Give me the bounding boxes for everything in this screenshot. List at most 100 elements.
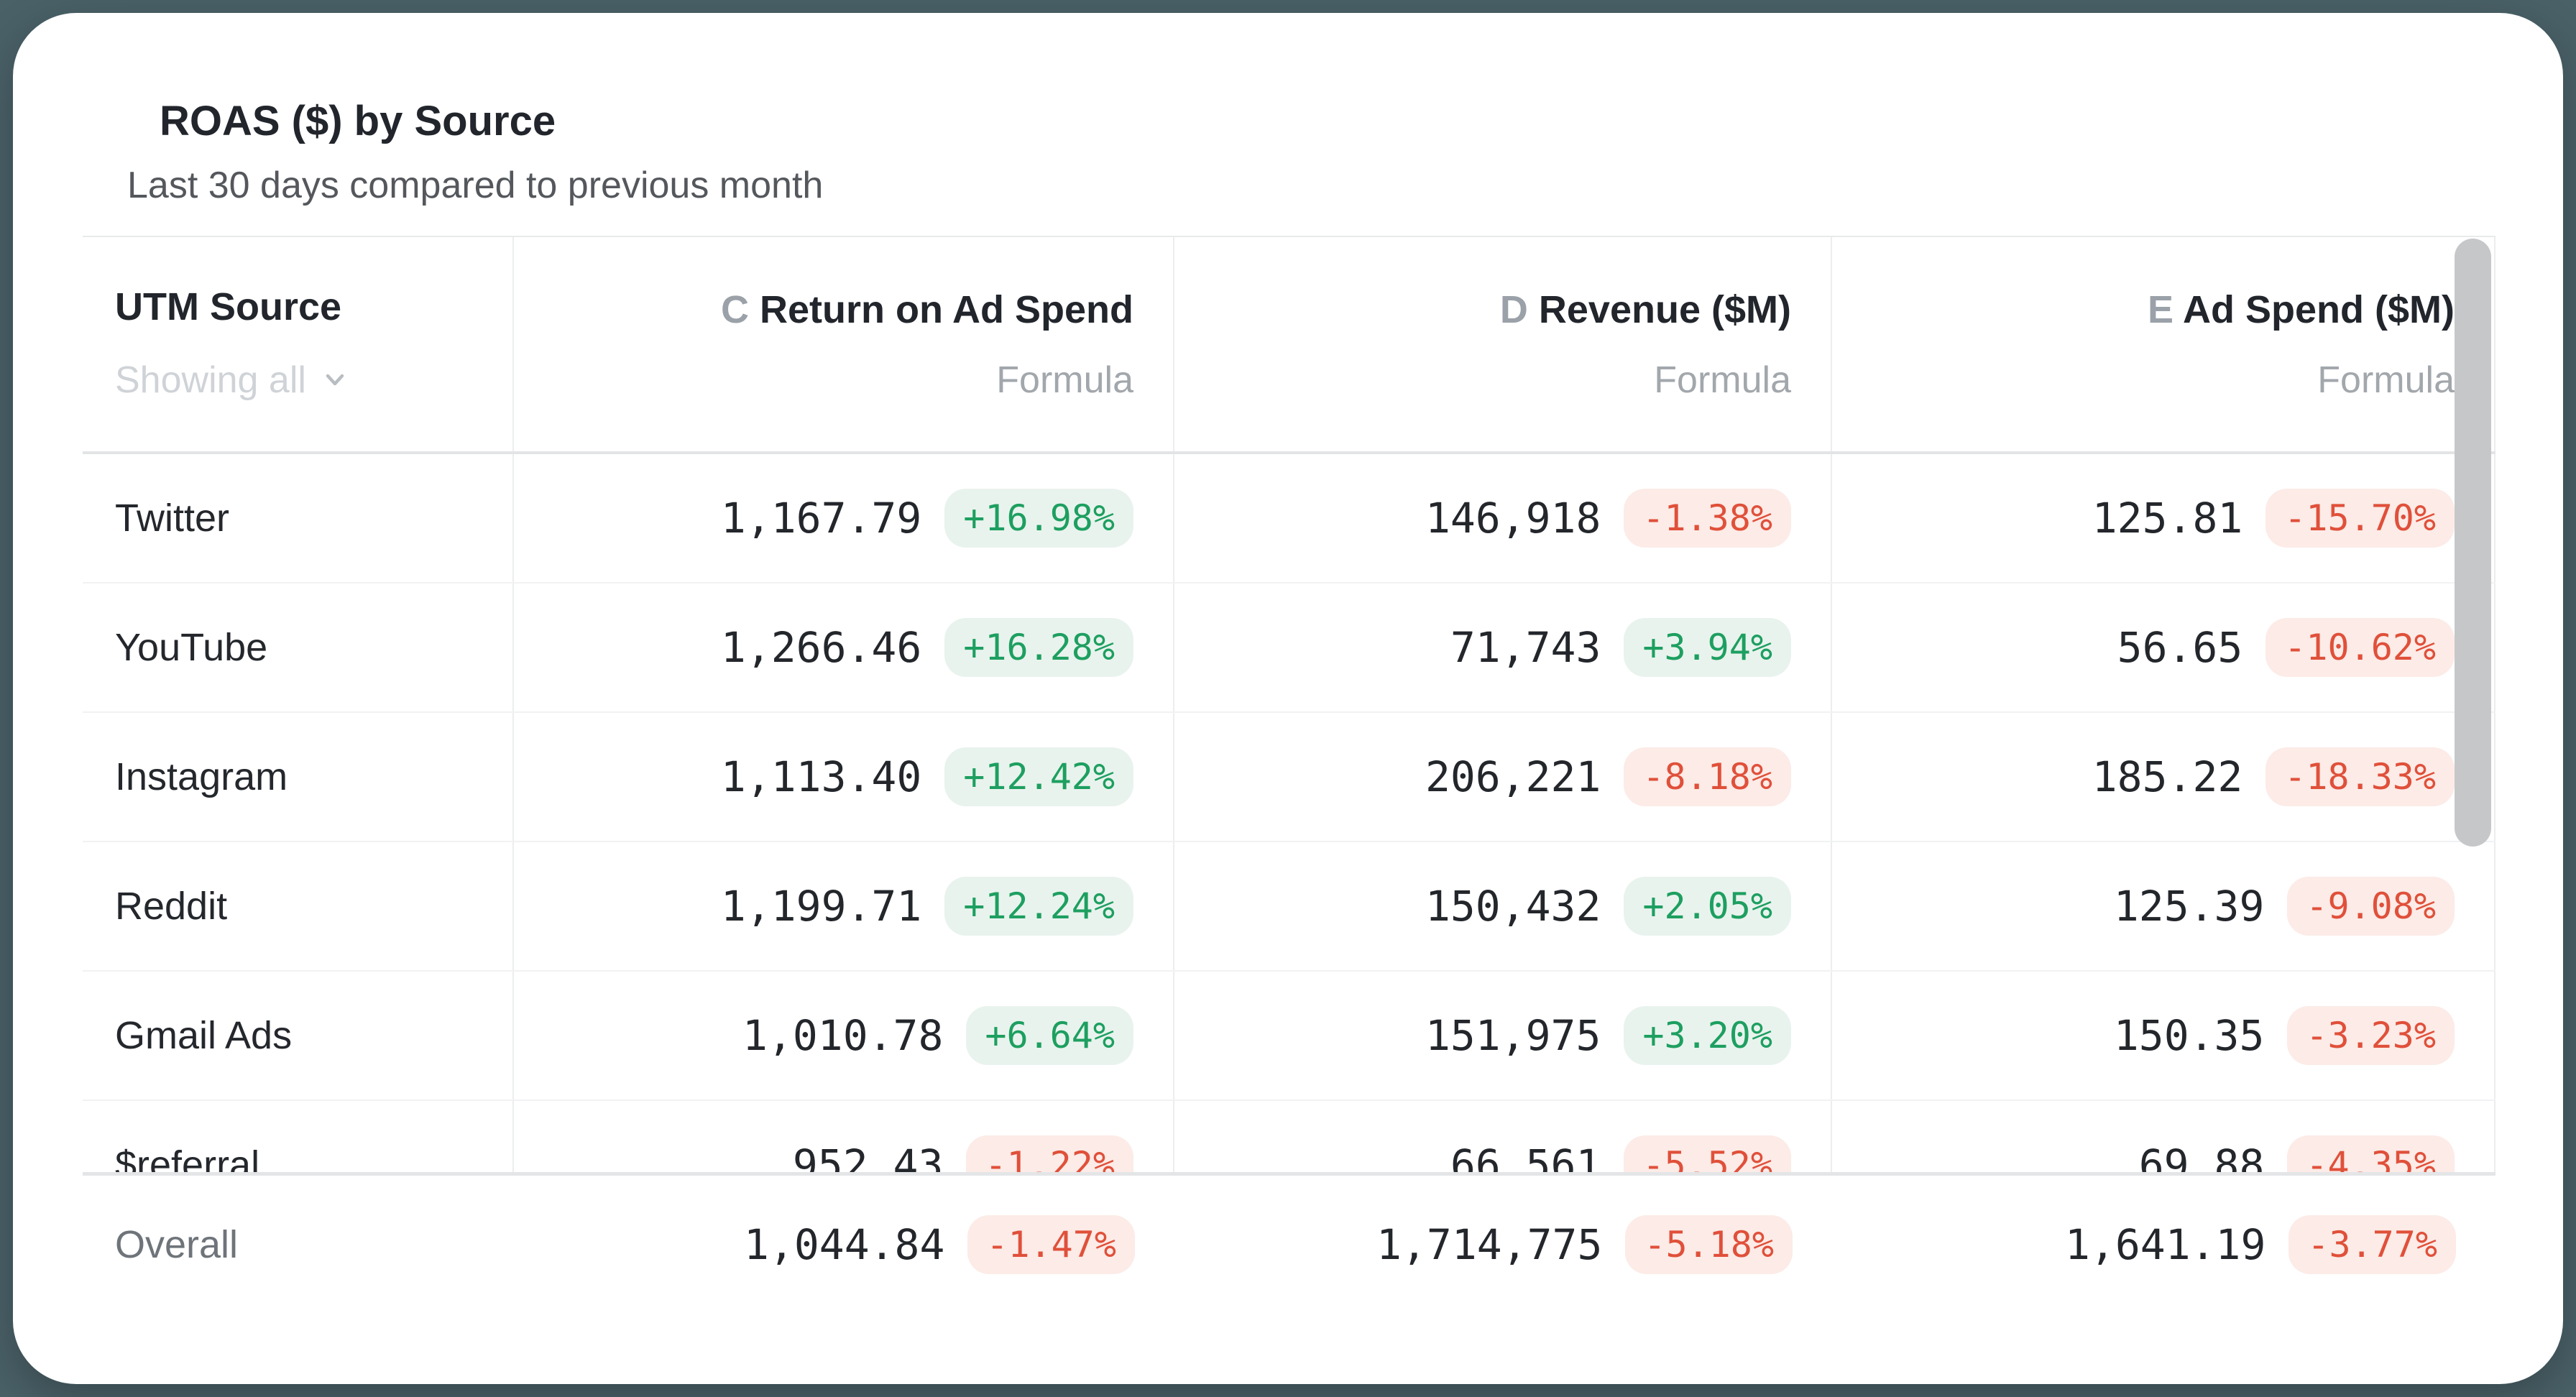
source-cell: Instagram: [83, 713, 514, 842]
chevron-down-icon: [319, 358, 351, 403]
overall-label: Overall: [115, 1223, 239, 1267]
revenue-value: 151,975: [1425, 1011, 1601, 1061]
utm-source-header-label: UTM Source: [115, 285, 342, 329]
roas-table: UTM Source Showing all C Return on Ad Sp…: [83, 236, 2496, 1314]
source-cell: Gmail Ads: [83, 972, 514, 1100]
column-header-ad-spend[interactable]: E Ad Spend ($M) Formula: [1832, 237, 2496, 452]
revenue-cell: 66,561 -5.52%: [1174, 1101, 1832, 1173]
ad-spend-cell: 185.22 -18.33%: [1832, 713, 2496, 842]
ad-spend-cell: 125.39 -9.08%: [1832, 842, 2496, 971]
roas-value: 1,010.78: [742, 1011, 944, 1061]
table-row-twitter[interactable]: Twitter 1,167.79 +16.98% 146,918 -1.38% …: [83, 454, 2496, 584]
roas-value: 952.43: [792, 1140, 944, 1173]
roas-cell: 1,266.46 +16.28%: [514, 584, 1174, 712]
roas-delta-badge: +12.24%: [944, 877, 1133, 936]
revenue-cell: 146,918 -1.38%: [1174, 454, 1832, 583]
revenue-cell: 150,432 +2.05%: [1174, 842, 1832, 971]
ad-spend-cell: 56.65 -10.62%: [1832, 584, 2496, 712]
ad-spend-value: 150.35: [2113, 1011, 2265, 1061]
source-cell: $referral: [83, 1101, 514, 1173]
table-row-reddit[interactable]: Reddit 1,199.71 +12.24% 150,432 +2.05% 1…: [83, 842, 2496, 972]
card-subtitle: Last 30 days compared to previous month: [127, 164, 824, 206]
roas-value: 1,113.40: [720, 752, 922, 802]
revenue-value: 206,221: [1425, 752, 1601, 802]
source-cell: Twitter: [83, 454, 514, 583]
revenue-value: 150,432: [1425, 882, 1601, 931]
roas-formula-label: Formula: [996, 359, 1133, 401]
ad-spend-delta-badge: -18.33%: [2266, 747, 2455, 807]
roas-delta-badge: +16.28%: [944, 618, 1133, 678]
overall-revenue-value: 1,714,775: [1376, 1220, 1603, 1270]
overall-roas-delta-badge: -1.47%: [967, 1215, 1135, 1275]
table-row-referral[interactable]: $referral 952.43 -1.22% 66,561 -5.52% 69…: [83, 1101, 2496, 1173]
source-filter-label: Showing all: [115, 359, 306, 401]
column-letter-e: E: [2147, 288, 2174, 332]
column-header-revenue[interactable]: D Revenue ($M) Formula: [1174, 237, 1832, 452]
revenue-delta-badge: +3.94%: [1624, 618, 1791, 678]
revenue-delta-badge: -8.18%: [1624, 747, 1791, 807]
ad-spend-value: 185.22: [2092, 752, 2243, 802]
source-cell: YouTube: [83, 584, 514, 712]
revenue-cell: 206,221 -8.18%: [1174, 713, 1832, 842]
table-row-gmail-ads[interactable]: Gmail Ads 1,010.78 +6.64% 151,975 +3.20%…: [83, 972, 2496, 1102]
table-header-row: UTM Source Showing all C Return on Ad Sp…: [83, 236, 2496, 455]
revenue-cell: 71,743 +3.94%: [1174, 584, 1832, 712]
roas-delta-badge: +16.98%: [944, 489, 1133, 548]
table-row-instagram[interactable]: Instagram 1,113.40 +12.42% 206,221 -8.18…: [83, 713, 2496, 843]
roas-value: 1,167.79: [720, 494, 922, 543]
roas-cell: 1,113.40 +12.42%: [514, 713, 1174, 842]
column-letter-d: D: [1499, 288, 1528, 332]
revenue-cell: 151,975 +3.20%: [1174, 972, 1832, 1100]
revenue-delta-badge: +3.20%: [1624, 1006, 1791, 1066]
table-footer-row-overall: Overall 1,044.84 -1.47% 1,714,775 -5.18%…: [83, 1176, 2496, 1314]
overall-revenue-delta-badge: -5.18%: [1625, 1215, 1793, 1275]
revenue-value: 71,743: [1450, 623, 1601, 673]
roas-value: 1,199.71: [720, 882, 922, 931]
ad-spend-value: 125.81: [2092, 494, 2243, 543]
ad-spend-cell: 125.81 -15.70%: [1832, 454, 2496, 583]
roas-delta-badge: +12.42%: [944, 747, 1133, 807]
table-body: Twitter 1,167.79 +16.98% 146,918 -1.38% …: [83, 454, 2496, 1173]
vertical-scrollbar-thumb[interactable]: [2455, 239, 2491, 847]
roas-delta-badge: +6.64%: [966, 1006, 1133, 1066]
overall-ad-spend-delta-badge: -3.77%: [2288, 1215, 2456, 1275]
ad-spend-cell: 150.35 -3.23%: [1832, 972, 2496, 1100]
roas-delta-badge: -1.22%: [966, 1135, 1133, 1173]
revenue-header-label: D Revenue ($M): [1499, 288, 1791, 332]
ad-spend-delta-badge: -10.62%: [2266, 618, 2455, 678]
revenue-delta-badge: -1.38%: [1624, 489, 1791, 548]
roas-widget-card: ROAS ($) by Source Last 30 days compared…: [13, 13, 2563, 1384]
ad-spend-delta-badge: -9.08%: [2287, 877, 2455, 936]
table-row-youtube[interactable]: YouTube 1,266.46 +16.28% 71,743 +3.94% 5…: [83, 584, 2496, 714]
page-title: ROAS ($) by Source: [160, 98, 556, 144]
roas-header-label: C Return on Ad Spend: [721, 288, 1133, 332]
roas-cell: 1,167.79 +16.98%: [514, 454, 1174, 583]
ad-spend-delta-badge: -15.70%: [2266, 489, 2455, 548]
column-header-roas[interactable]: C Return on Ad Spend Formula: [514, 237, 1174, 452]
roas-cell: 1,199.71 +12.24%: [514, 842, 1174, 971]
ad-spend-delta-badge: -4.35%: [2287, 1135, 2455, 1173]
ad-spend-formula-label: Formula: [2317, 359, 2455, 401]
ad-spend-value: 125.39: [2113, 882, 2265, 931]
ad-spend-header-label: E Ad Spend ($M): [2147, 288, 2455, 332]
source-cell: Reddit: [83, 842, 514, 971]
roas-cell: 1,010.78 +6.64%: [514, 972, 1174, 1100]
column-letter-c: C: [721, 288, 750, 332]
ad-spend-cell: 69.88 -4.35%: [1832, 1101, 2496, 1173]
revenue-value: 66,561: [1450, 1140, 1601, 1173]
roas-cell: 952.43 -1.22%: [514, 1101, 1174, 1173]
source-filter-dropdown[interactable]: Showing all: [115, 358, 351, 403]
revenue-delta-badge: -5.52%: [1624, 1135, 1791, 1173]
ad-spend-value: 56.65: [2117, 623, 2243, 673]
revenue-formula-label: Formula: [1654, 359, 1791, 401]
overall-roas-value: 1,044.84: [744, 1220, 945, 1270]
ad-spend-delta-badge: -3.23%: [2287, 1006, 2455, 1066]
roas-value: 1,266.46: [720, 623, 922, 673]
column-header-utm-source: UTM Source Showing all: [83, 237, 514, 452]
revenue-value: 146,918: [1425, 494, 1601, 543]
overall-ad-spend-cell: 1,641.19 -3.77%: [1832, 1176, 2496, 1314]
revenue-delta-badge: +2.05%: [1624, 877, 1791, 936]
ad-spend-value: 69.88: [2138, 1140, 2265, 1173]
footer-divider: [83, 1172, 2496, 1176]
